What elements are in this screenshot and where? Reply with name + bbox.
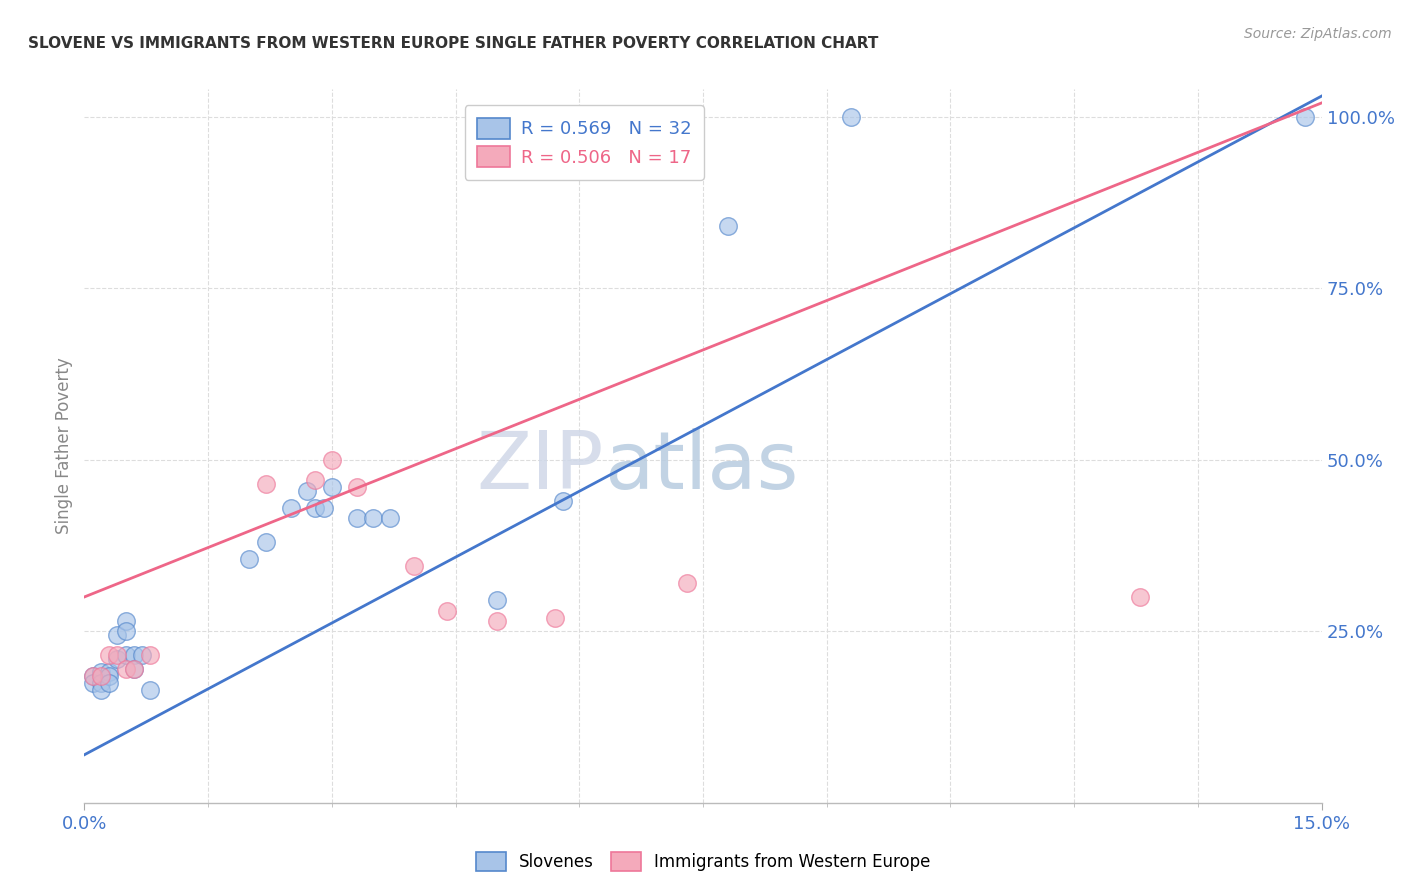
Point bbox=[90, 665, 112, 680]
Point bbox=[82, 675, 104, 690]
Point bbox=[361, 511, 384, 525]
Point bbox=[543, 610, 565, 624]
Point bbox=[90, 675, 112, 690]
Point bbox=[485, 614, 508, 628]
Point bbox=[841, 110, 863, 124]
Point bbox=[122, 662, 145, 676]
Point bbox=[114, 614, 136, 628]
Point bbox=[254, 535, 277, 549]
Point bbox=[114, 624, 136, 639]
Text: SLOVENE VS IMMIGRANTS FROM WESTERN EUROPE SINGLE FATHER POVERTY CORRELATION CHAR: SLOVENE VS IMMIGRANTS FROM WESTERN EUROP… bbox=[28, 36, 879, 51]
Point bbox=[675, 576, 697, 591]
Point bbox=[105, 628, 128, 642]
Point bbox=[280, 500, 302, 515]
Point bbox=[551, 494, 574, 508]
Point bbox=[114, 648, 136, 663]
Y-axis label: Single Father Poverty: Single Father Poverty bbox=[55, 358, 73, 534]
Point bbox=[717, 219, 740, 234]
Point bbox=[1129, 590, 1152, 604]
Text: Source: ZipAtlas.com: Source: ZipAtlas.com bbox=[1244, 27, 1392, 41]
Legend: Slovenes, Immigrants from Western Europe: Slovenes, Immigrants from Western Europe bbox=[467, 843, 939, 880]
Point bbox=[485, 593, 508, 607]
Point bbox=[321, 452, 343, 467]
Point bbox=[404, 559, 426, 574]
Point bbox=[321, 480, 343, 494]
Point bbox=[114, 662, 136, 676]
Text: ZIP: ZIP bbox=[477, 428, 605, 507]
Point bbox=[346, 511, 368, 525]
Point bbox=[98, 648, 121, 663]
Point bbox=[295, 483, 318, 498]
Point bbox=[238, 552, 260, 566]
Point bbox=[139, 648, 162, 663]
Point bbox=[304, 500, 326, 515]
Point bbox=[122, 648, 145, 663]
Point bbox=[436, 604, 458, 618]
Point bbox=[131, 648, 153, 663]
Point bbox=[139, 682, 162, 697]
Point bbox=[82, 669, 104, 683]
Point bbox=[98, 675, 121, 690]
Point bbox=[105, 648, 128, 663]
Legend: R = 0.569   N = 32, R = 0.506   N = 17: R = 0.569 N = 32, R = 0.506 N = 17 bbox=[464, 105, 704, 179]
Text: atlas: atlas bbox=[605, 428, 799, 507]
Point bbox=[378, 511, 401, 525]
Point bbox=[254, 476, 277, 491]
Point bbox=[98, 669, 121, 683]
Point bbox=[90, 669, 112, 683]
Point bbox=[105, 651, 128, 665]
Point bbox=[312, 500, 335, 515]
Point bbox=[304, 473, 326, 487]
Point bbox=[346, 480, 368, 494]
Point bbox=[82, 669, 104, 683]
Point bbox=[1294, 110, 1316, 124]
Point bbox=[122, 662, 145, 676]
Point bbox=[98, 665, 121, 680]
Point bbox=[90, 682, 112, 697]
